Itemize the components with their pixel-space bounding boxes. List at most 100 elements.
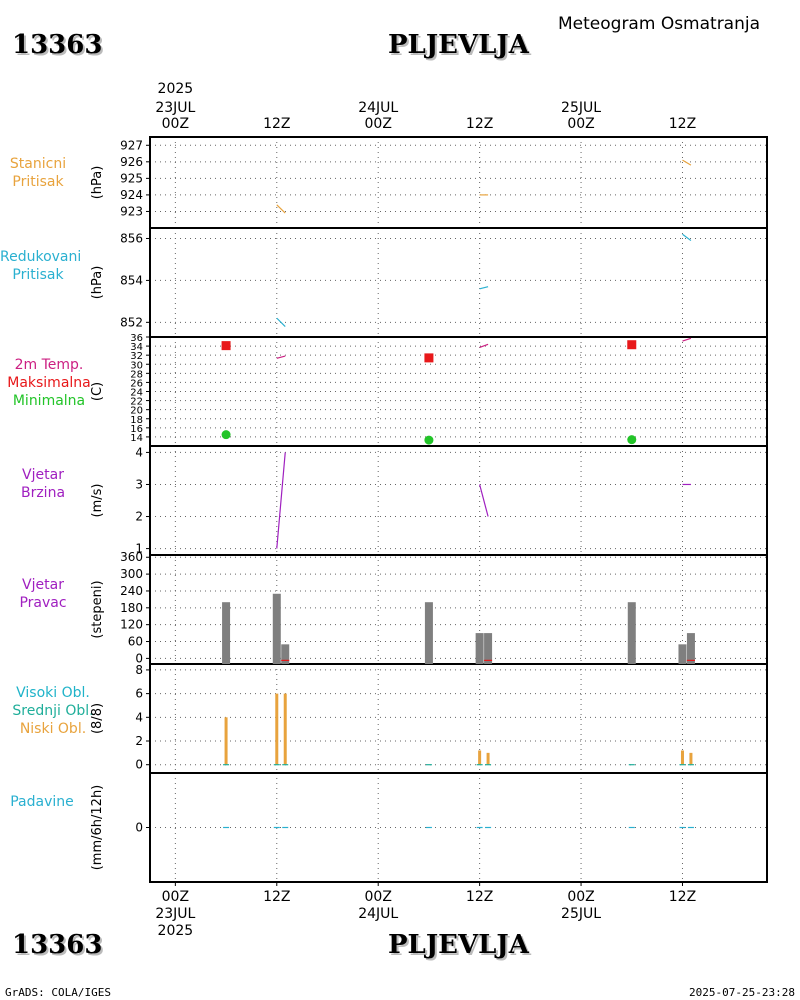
label-temperature: 2m Temp. Maksimalna Minimalna <box>0 356 98 410</box>
y-tick-label: 18 <box>130 415 143 426</box>
temp-2m-line <box>276 355 286 359</box>
wind-direction-bar <box>272 593 281 664</box>
station-pressure-line <box>682 159 692 166</box>
label-reduced-pressure: Redukovani Pritisak <box>0 248 82 284</box>
wind-direction-bar <box>678 644 687 664</box>
label-line: Padavine <box>10 794 74 810</box>
max-temp-marker <box>424 353 434 363</box>
unit-label: (hPa) <box>90 266 105 300</box>
max-temp-marker <box>627 340 637 350</box>
unit-label: (mm/6h/12h) <box>90 785 105 871</box>
time-tick-label-top: 00Z <box>567 116 594 132</box>
y-tick-label: 22 <box>130 397 143 408</box>
time-tick-label-top: 12Z <box>263 116 290 132</box>
min-temp-marker <box>424 435 434 445</box>
timestamp: 2025-07-25-23:28 <box>689 986 795 999</box>
y-tick-label: 927 <box>120 138 143 152</box>
time-tick-label-bottom: 12Z <box>669 889 696 905</box>
label-line: Redukovani <box>0 249 82 265</box>
low-cloud-bar <box>275 693 279 765</box>
y-tick-label: 20 <box>130 406 143 417</box>
footer-station-id: 13363 <box>12 930 103 960</box>
y-tick-label: 2 <box>135 734 143 748</box>
unit-label: (C) <box>90 382 105 401</box>
time-tick-label-bottom: 00Z <box>567 889 594 905</box>
time-tick-label-bottom: 2025 <box>158 923 194 939</box>
wind-direction-bar <box>475 633 484 664</box>
wind-direction-bar <box>484 633 493 664</box>
y-tick-label: 852 <box>120 315 143 329</box>
time-tick-label-top: 24JUL <box>358 100 398 116</box>
y-tick-label: 60 <box>128 635 143 649</box>
y-tick-label: 6 <box>135 687 143 701</box>
time-tick-label-bottom: 25JUL <box>561 906 601 922</box>
station-id: 13363 <box>12 30 103 60</box>
label-line: Vjetar <box>22 467 64 483</box>
time-tick-label-top: 23JUL <box>155 100 195 116</box>
label-line: Pritisak <box>12 267 64 283</box>
time-tick-label-bottom: 00Z <box>162 889 189 905</box>
time-tick-label-top: 12Z <box>466 116 493 132</box>
meteogram-title: Meteogram Osmatranja <box>558 14 761 34</box>
label-wind-direction: Vjetar Pravac <box>6 576 80 612</box>
wind-direction-bar <box>627 602 636 664</box>
panel-frame <box>149 136 768 229</box>
y-tick-label: 120 <box>120 618 143 632</box>
y-tick-label: 30 <box>130 360 143 371</box>
time-tick-label-top: 00Z <box>365 116 392 132</box>
y-tick-label: 0 <box>135 821 143 835</box>
panel-frame <box>149 445 768 556</box>
label-line: Vjetar <box>22 577 64 593</box>
label-line: Minimalna <box>12 393 86 409</box>
low-cloud-bar <box>689 752 693 765</box>
label-line: Maksimalna <box>7 375 91 391</box>
y-tick-label: 926 <box>120 155 143 169</box>
y-tick-label: 32 <box>130 351 143 362</box>
wind-speed-line <box>479 484 489 517</box>
y-tick-label: 856 <box>120 231 143 245</box>
reduced-pressure-line <box>276 317 286 327</box>
temp-2m-line <box>682 337 692 342</box>
station-pressure-line <box>276 204 286 214</box>
y-tick-label: 16 <box>130 424 143 435</box>
y-tick-label: 24 <box>130 388 143 399</box>
label-line: Srednji Obl. <box>12 703 94 719</box>
panel-frame <box>149 227 768 338</box>
low-cloud-bar <box>478 750 482 765</box>
time-tick-label-bottom: 12Z <box>263 889 290 905</box>
panel-frame <box>149 554 768 665</box>
y-tick-label: 925 <box>120 171 143 185</box>
label-line: Niski Obl. <box>19 721 87 737</box>
time-tick-label-top: 00Z <box>162 116 189 132</box>
time-tick-label-bottom: 12Z <box>466 889 493 905</box>
panel-frame <box>149 772 768 883</box>
wind-direction-bar <box>222 602 231 664</box>
y-tick-label: 3 <box>135 477 143 491</box>
station-name: PLJEVLJA <box>388 30 529 60</box>
time-tick-label-top: 12Z <box>669 116 696 132</box>
time-tick-label-bottom: 23JUL <box>155 906 195 922</box>
low-cloud-bar <box>224 717 228 765</box>
y-tick-label: 240 <box>120 584 143 598</box>
max-temp-marker <box>221 341 231 351</box>
label-precipitation: Padavine <box>4 793 80 811</box>
temp-2m-line <box>479 343 489 349</box>
label-clouds: Visoki Obl. Srednji Obl. Niski Obl. <box>0 684 106 738</box>
y-tick-label: 1 <box>135 542 143 556</box>
y-tick-label: 0 <box>135 758 143 772</box>
grads-label: GrADS: COLA/IGES <box>5 986 111 999</box>
low-cloud-bar <box>680 750 684 765</box>
y-tick-label: 360 <box>120 550 143 564</box>
y-tick-label: 924 <box>120 188 143 202</box>
reduced-pressure-line <box>682 233 692 242</box>
y-tick-label: 26 <box>130 378 143 389</box>
unit-label: (8/8) <box>90 703 105 734</box>
y-tick-label: 14 <box>130 433 143 444</box>
unit-label: (stepeni) <box>90 580 105 638</box>
min-temp-marker <box>221 430 231 440</box>
y-tick-label: 4 <box>135 710 143 724</box>
time-tick-label-bottom: 00Z <box>365 889 392 905</box>
label-line: Visoki Obl. <box>16 685 90 701</box>
label-line: Stanicni <box>9 156 67 172</box>
